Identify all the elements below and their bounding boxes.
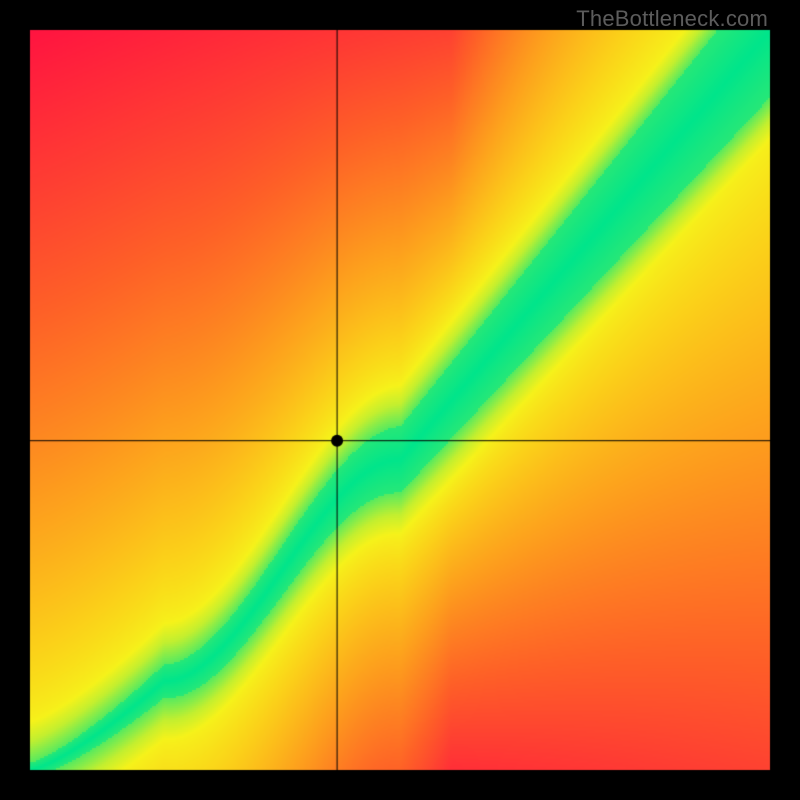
bottleneck-heatmap [0,0,800,800]
chart-container: TheBottleneck.com [0,0,800,800]
